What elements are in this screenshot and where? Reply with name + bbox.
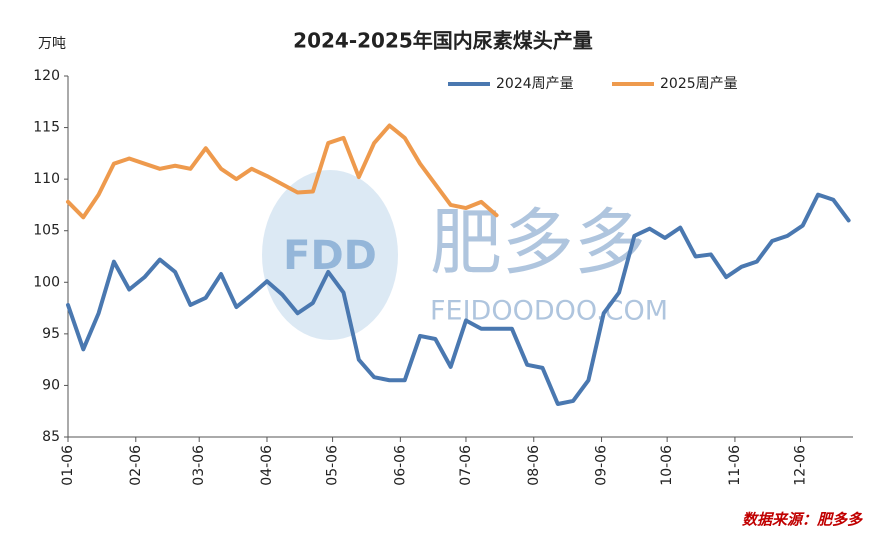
y-tick-label: 90 [42, 377, 60, 393]
legend-label: 2024周产量 [496, 76, 574, 92]
y-tick-label: 95 [42, 326, 60, 342]
series-line [66, 192, 851, 406]
x-tick-label: 10-06 [659, 445, 675, 486]
x-tick-label: 07-06 [458, 445, 474, 486]
y-tick-label: 120 [33, 68, 60, 84]
x-tick-label: 09-06 [594, 445, 610, 486]
x-tick-label: 12-06 [793, 445, 809, 486]
x-tick-label: 03-06 [191, 445, 207, 486]
y-tick-label: 105 [33, 223, 60, 239]
y-axis-label: 万吨 [38, 36, 66, 52]
series-line [66, 123, 499, 220]
y-tick-label: 115 [33, 120, 60, 136]
x-tick-label: 08-06 [526, 445, 542, 486]
source-note: 数据来源：肥多多 [742, 511, 863, 529]
x-tick-label: 06-06 [392, 445, 408, 486]
x-tick-label: 05-06 [325, 445, 341, 486]
x-tick-label: 04-06 [259, 445, 275, 486]
y-tick-label: 100 [33, 274, 60, 290]
watermark: FDD 肥多多 FEIDOODOO.COM [262, 170, 668, 340]
legend-label: 2025周产量 [660, 76, 738, 92]
y-tick-label: 85 [42, 429, 60, 445]
x-tick-label: 11-06 [727, 445, 743, 486]
chart-title: 2024-2025年国内尿素煤头产量 [293, 29, 593, 53]
y-tick-label: 110 [33, 171, 60, 187]
watermark-name: 肥多多 [430, 201, 646, 285]
x-tick-label: 01-06 [60, 445, 76, 486]
watermark-logo-shape [262, 170, 398, 340]
x-tick-label: 02-06 [128, 445, 144, 486]
